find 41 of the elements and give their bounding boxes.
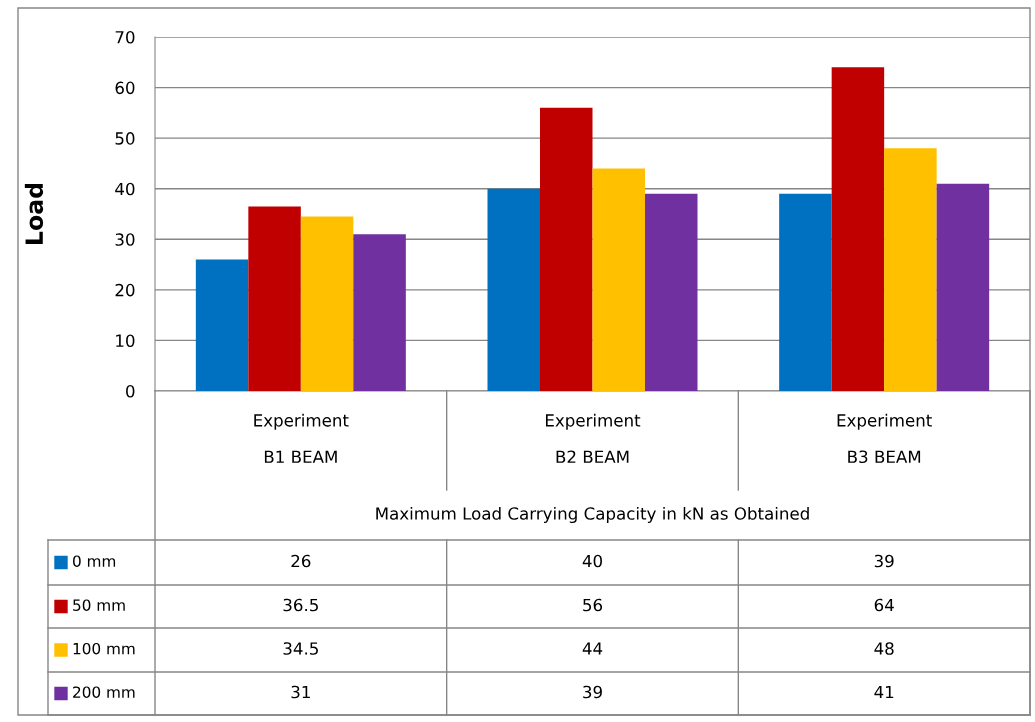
bar	[592, 168, 645, 391]
legend-label: 50 mm	[73, 599, 125, 611]
bar	[353, 234, 406, 391]
data-label: 36.5	[283, 598, 318, 612]
legend-label: 100 mm	[73, 642, 135, 655]
data-label: 48	[874, 642, 894, 655]
bar	[248, 206, 301, 391]
data-label: 56	[583, 598, 603, 612]
y-tick-label: 50	[115, 132, 135, 145]
legend-label: 200 mm	[73, 686, 135, 698]
bar	[779, 193, 832, 391]
category-label: Experiment B1 BEAM	[254, 413, 349, 463]
bar	[936, 183, 990, 391]
bar	[540, 107, 593, 391]
data-label: 34.5	[283, 642, 318, 655]
bar	[884, 148, 937, 391]
y-tick-label: 20	[115, 283, 135, 297]
data-label: 40	[582, 554, 602, 568]
y-axis-title: Load	[24, 183, 44, 244]
data-label: 44	[582, 642, 603, 655]
y-tick-label: 60	[115, 81, 135, 95]
text: Maximum Load Carrying Capacity in kN as Obtained	[376, 506, 809, 524]
y-tick-label: 70	[115, 30, 135, 44]
data-label: 39	[874, 554, 894, 568]
category-label: Experiment B2 BEAM	[545, 413, 641, 463]
category-label: Experiment B3 BEAM	[837, 413, 932, 464]
data-label: 31	[291, 685, 310, 699]
data-label: 64	[874, 598, 894, 612]
bar	[831, 67, 885, 391]
data-label: 26	[291, 554, 311, 568]
data-label: 39	[583, 685, 602, 699]
data-label: 41	[874, 685, 894, 699]
y-tick-label: 30	[115, 233, 135, 246]
bar	[300, 216, 354, 391]
bar	[487, 188, 540, 391]
y-tick-label: 40	[115, 182, 135, 196]
y-tick-label: 10	[116, 334, 135, 347]
y-tick-label: 0	[126, 384, 135, 398]
bar	[645, 193, 698, 391]
legend-label: 0 mm	[73, 555, 116, 567]
bar	[195, 259, 249, 391]
